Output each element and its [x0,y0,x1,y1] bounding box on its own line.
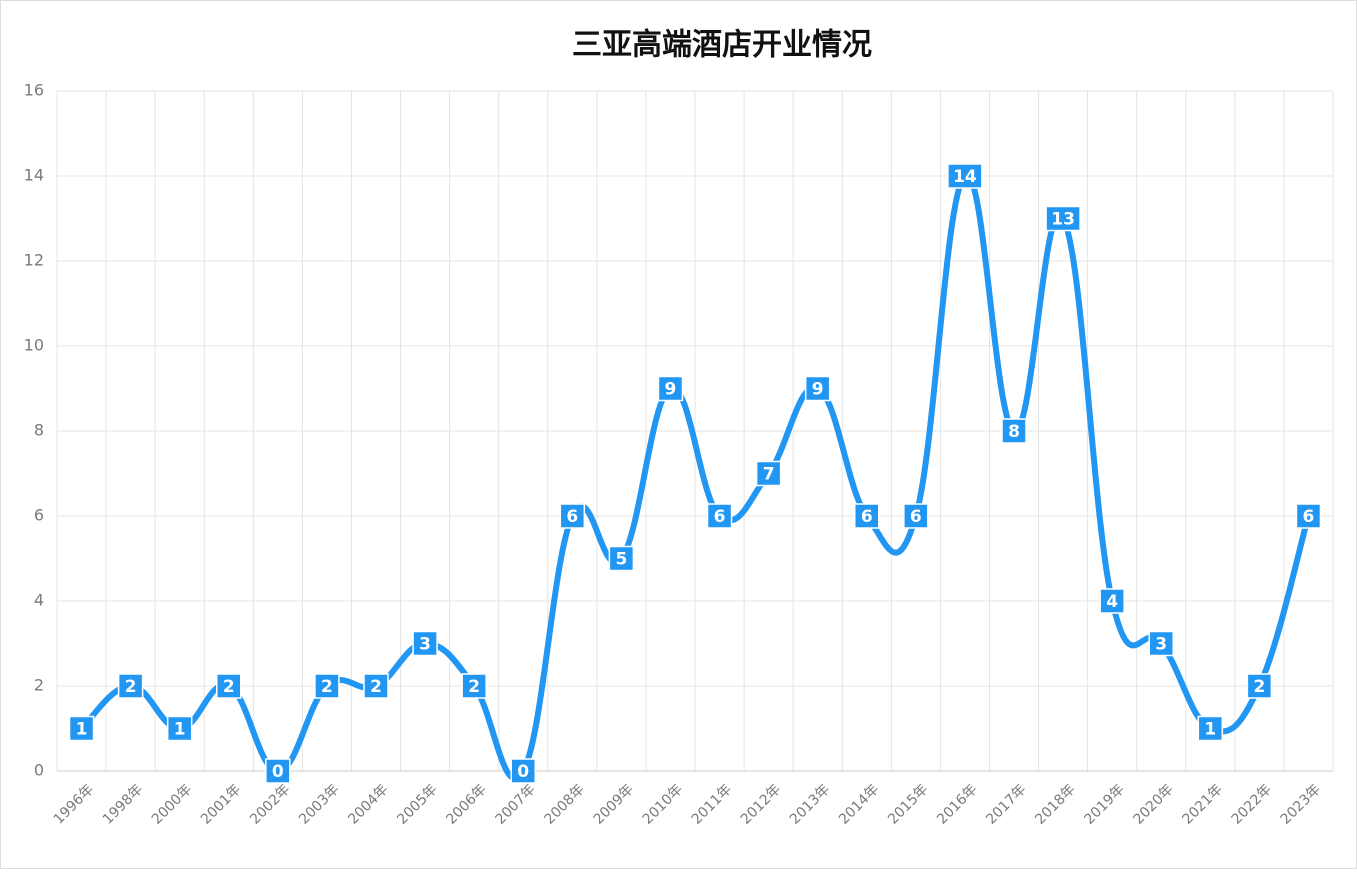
data-label: 6 [910,507,922,527]
data-label: 6 [861,507,873,527]
data-label: 1 [174,720,186,740]
data-label-box [117,673,144,699]
data-label: 9 [665,380,677,400]
data-label-box [657,375,684,402]
data-label-box [559,503,586,529]
data-label-box [903,503,929,529]
data-label-box [947,163,983,189]
y-tick-label: 12 [24,251,44,270]
data-label-box [166,715,193,742]
data-label: 0 [272,762,284,782]
data-label: 1 [1204,720,1216,740]
data-label-box [216,673,242,699]
data-label-box [608,545,635,572]
data-label-box [1099,588,1125,614]
data-label: 0 [517,762,529,782]
y-tick-label: 4 [34,591,44,610]
y-tick-label: 2 [34,676,44,695]
data-label: 2 [1253,677,1265,697]
data-label-box [314,673,340,699]
y-tick-label: 16 [24,81,44,100]
data-label-box [363,673,389,699]
data-label: 2 [370,677,382,697]
data-label-box [755,460,782,487]
chart-title: 三亚高端酒店开业情况 [572,28,872,63]
data-label: 3 [1155,635,1167,655]
data-label-box [265,758,291,784]
y-tick-label: 8 [34,421,44,440]
y-tick-label: 6 [34,506,44,525]
data-label: 2 [125,677,137,697]
data-label: 2 [468,677,480,697]
data-label: 1 [76,720,88,740]
y-tick-label: 14 [24,166,44,185]
data-label: 2 [321,677,333,697]
y-tick-label: 10 [24,336,44,355]
data-label: 6 [714,507,726,527]
data-label-box [1001,418,1027,444]
data-label-box [461,673,487,699]
data-label: 4 [1106,592,1118,612]
data-label-box [1295,503,1322,529]
data-label-box [510,758,536,784]
data-label-box [706,503,733,529]
data-label-box [1246,673,1273,699]
data-label: 14 [953,167,977,187]
data-label-box [1045,205,1081,232]
data-label: 9 [812,380,824,400]
data-label: 3 [419,635,431,655]
data-label: 6 [1303,507,1315,527]
data-label-box [68,715,95,742]
data-label: 2 [223,677,235,697]
data-label: 5 [615,550,627,570]
data-label-box [1197,715,1224,742]
data-label: 8 [1008,422,1020,442]
data-label-box [412,630,438,657]
data-label-box [854,503,880,529]
data-label-box [1148,630,1174,657]
y-tick-label: 0 [34,761,44,780]
data-label: 13 [1051,210,1075,230]
data-label-box [804,375,831,402]
data-label: 7 [763,465,775,485]
data-label: 6 [566,507,578,527]
